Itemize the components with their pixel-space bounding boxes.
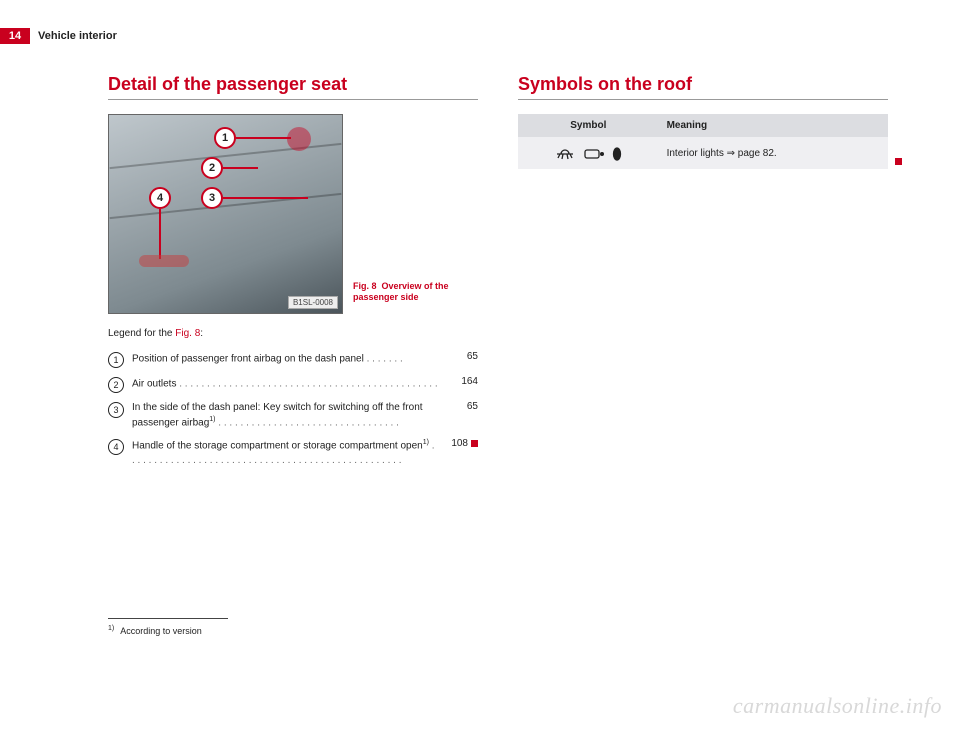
reading-light-icon <box>583 147 605 161</box>
legend-sup: 1) <box>423 439 429 446</box>
legend-intro: Legend for the Fig. 8: <box>108 328 478 339</box>
legend-intro-prefix: Legend for the <box>108 328 175 339</box>
leader-dots: . . . . . . . . . . . . . . . . . . . . … <box>179 378 437 389</box>
legend-page-ref: 65 <box>446 351 478 362</box>
legend-intro-suffix: : <box>200 328 203 339</box>
figure-callout-4: 4 <box>149 187 171 209</box>
legend-number: 1 <box>108 352 124 368</box>
right-heading: Symbols on the roof <box>518 74 888 95</box>
callout-line <box>236 137 291 139</box>
legend-text: Handle of the storage compartment or sto… <box>132 438 440 467</box>
left-column: Detail of the passenger seat 1 2 3 4 <box>108 74 478 636</box>
legend-page-ref: 164 <box>446 376 478 387</box>
leader-dots: . . . . . . . <box>367 353 403 364</box>
legend-item: 1 Position of passenger front airbag on … <box>108 351 478 368</box>
legend-sup: 1) <box>209 416 215 423</box>
figure-passenger-side: 1 2 3 4 B1SL-0008 <box>108 114 343 314</box>
callout-line <box>223 167 258 169</box>
leader-dots: . . . . . . . . . . . . . . . . . . . . … <box>218 417 399 428</box>
door-contact-icon <box>612 147 622 161</box>
section-end-marker <box>895 158 902 165</box>
watermark: carmanualsonline.info <box>733 693 942 719</box>
dome-light-icon <box>554 147 576 161</box>
callout-line <box>159 209 161 259</box>
legend-text: In the side of the dash panel: Key switc… <box>132 401 440 430</box>
section-title: Vehicle interior <box>38 30 117 42</box>
legend-text: Air outlets . . . . . . . . . . . . . . … <box>132 376 440 391</box>
legend-page-ref: 108 <box>446 438 478 449</box>
legend-desc: Handle of the storage compartment or sto… <box>132 441 423 452</box>
legend-item: 3 In the side of the dash panel: Key swi… <box>108 401 478 430</box>
right-column: Symbols on the roof Symbol Meaning <box>518 74 888 636</box>
figure-callout-3: 3 <box>201 187 223 209</box>
symbol-table: Symbol Meaning Interior lights ⇒ p <box>518 114 888 169</box>
legend-list: 1 Position of passenger front airbag on … <box>108 351 478 468</box>
heading-rule <box>108 99 478 100</box>
page-number: 14 <box>0 28 30 44</box>
legend-number: 4 <box>108 439 124 455</box>
page-header: 14 Vehicle interior <box>0 28 960 44</box>
airbag-highlight-icon <box>287 127 311 151</box>
heading-rule <box>518 99 888 100</box>
legend-intro-ref: Fig. 8 <box>175 328 200 339</box>
table-row: Interior lights ⇒ page 82. <box>518 137 888 169</box>
section-end-marker <box>471 440 478 447</box>
legend-desc: Position of passenger front airbag on th… <box>132 353 364 364</box>
legend-item: 2 Air outlets . . . . . . . . . . . . . … <box>108 376 478 393</box>
footnote-rule <box>108 618 228 619</box>
legend-text: Position of passenger front airbag on th… <box>132 351 440 366</box>
figure-caption: Fig. 8 Overview of the passenger side <box>353 281 463 314</box>
legend-page-ref: 65 <box>446 401 478 412</box>
left-heading: Detail of the passenger seat <box>108 74 478 95</box>
figure-callout-2: 2 <box>201 157 223 179</box>
callout-line <box>223 197 308 199</box>
legend-item: 4 Handle of the storage compartment or s… <box>108 438 478 467</box>
legend-number: 3 <box>108 402 124 418</box>
th-symbol: Symbol <box>518 114 659 137</box>
symbol-icons-cell <box>518 137 659 169</box>
footnote-mark: 1) <box>108 625 114 632</box>
table-header-row: Symbol Meaning <box>518 114 888 137</box>
th-meaning: Meaning <box>659 114 888 137</box>
glovebox-handle-icon <box>139 255 189 267</box>
figure-caption-prefix: Fig. 8 <box>353 281 377 291</box>
footnote: 1) According to version <box>108 625 478 636</box>
figure-row: 1 2 3 4 B1SL-0008 Fig. 8 Overview of the… <box>108 114 478 314</box>
meaning-cell: Interior lights ⇒ page 82. <box>659 137 888 169</box>
legend-number: 2 <box>108 377 124 393</box>
figure-code: B1SL-0008 <box>288 296 338 309</box>
figure-callout-1: 1 <box>214 127 236 149</box>
legend-desc: Air outlets <box>132 378 176 389</box>
footnote-text: According to version <box>120 626 202 636</box>
